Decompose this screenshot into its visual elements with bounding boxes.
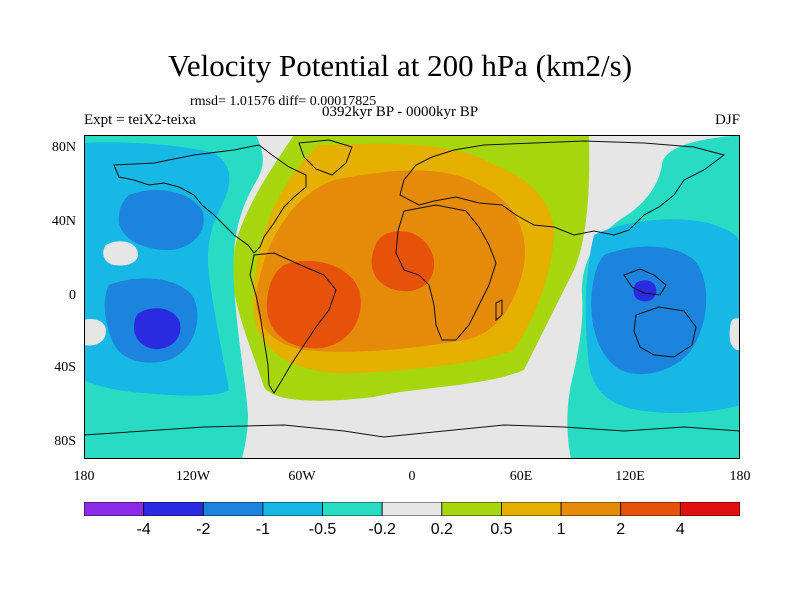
experiment-label: Expt = teiX2-teixa [84, 112, 196, 128]
colorbar-swatch [202, 502, 264, 516]
lon-tick-180e: 180 [729, 469, 751, 484]
coast-north-america [113, 144, 307, 254]
field-neg4-east [633, 280, 657, 302]
lat-tick-40n: 40N [51, 214, 76, 229]
colorbar-swatch [620, 502, 681, 516]
colorbar-label: 2 [616, 521, 626, 538]
coastlines [84, 139, 740, 438]
colorbar-label: 1 [556, 521, 566, 538]
period-label: 0392kyr BP - 0000kyr BP [322, 104, 479, 120]
field-neutral-hole-3 [729, 318, 740, 351]
colorbar-swatch [143, 502, 204, 516]
coast-africa [395, 204, 497, 341]
colorbar-label: -2 [196, 521, 211, 538]
field-pos4-americas [266, 260, 361, 349]
map-title: Velocity Potential at 200 hPa (km2/s) [167, 48, 633, 83]
lon-tick-0: 0 [408, 469, 416, 484]
coast-greenland [298, 139, 353, 176]
colorbar-swatch [84, 502, 145, 516]
map-frame [84, 135, 740, 459]
lat-tick-80n: 80N [51, 140, 76, 155]
colorbar-swatch [560, 502, 622, 516]
field-neutral-hole-1 [103, 241, 139, 266]
colorbar-label: -4 [136, 521, 151, 538]
colorbar-label: -1 [255, 521, 271, 538]
colorbar [84, 502, 740, 516]
lon-tick-180w: 180 [73, 469, 95, 484]
colorbar-swatch [679, 502, 740, 516]
coast-maritime-continent [623, 268, 667, 296]
field-neg3-north [118, 190, 204, 251]
lon-tick-120w: 120W [175, 469, 211, 484]
colorbar-label: 0.2 [430, 521, 453, 538]
lon-tick-60e: 60E [509, 469, 533, 484]
coast-australia [633, 306, 697, 358]
lon-tick-120e: 120E [615, 469, 645, 484]
colorbar-label: -0.2 [368, 521, 396, 538]
velocity-potential-map [84, 135, 740, 459]
colorbar-swatch [381, 502, 443, 516]
rmsd-stats: rmsd= 1.01576 diff= 0.00017825 [190, 94, 377, 109]
lon-tick-60w: 60W [288, 469, 316, 484]
field-pos4-africa [371, 231, 435, 292]
coast-south-america [249, 252, 337, 394]
season-label: DJF [714, 112, 740, 128]
field-neutral-hole-2 [84, 319, 106, 346]
colorbar-swatch [501, 502, 562, 516]
lat-tick-40s: 40S [54, 360, 76, 375]
field-neg4-south [134, 308, 181, 350]
colorbar-label: 4 [675, 521, 685, 538]
coast-madagascar [495, 299, 503, 322]
colorbar-swatch [322, 502, 383, 516]
colorbar-swatch [262, 502, 323, 516]
colorbar-label: 0.5 [490, 521, 513, 538]
lat-tick-80s: 80S [54, 434, 76, 449]
colorbar-label: -0.5 [308, 521, 337, 538]
lat-tick-0: 0 [69, 288, 76, 303]
colorbar-swatch [441, 502, 502, 516]
coast-eurasia [399, 140, 726, 236]
coast-antarctica [84, 424, 740, 438]
